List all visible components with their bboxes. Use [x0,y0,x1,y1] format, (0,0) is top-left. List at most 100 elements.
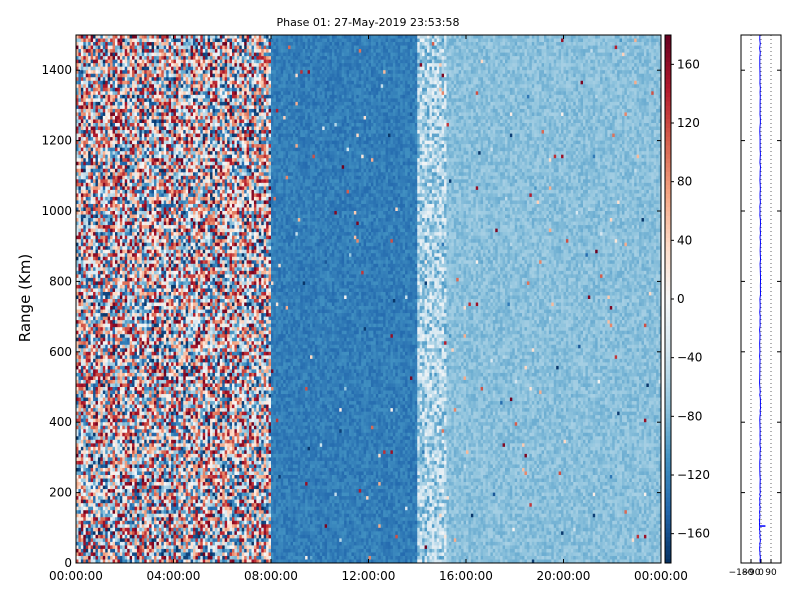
heatmap-cell [132,130,135,134]
heatmap-cell [147,81,150,85]
heatmap-cell [122,56,125,60]
heatmap-cell [142,109,145,113]
heatmap-cell [81,215,84,219]
heatmap-cell [113,436,116,440]
heatmap-cell [83,278,86,282]
heatmap-cell [137,239,140,243]
heatmap-cell [113,134,116,138]
heatmap-cell [103,366,106,370]
heatmap-cell [78,394,81,398]
heatmap-cell [108,345,111,349]
heatmap-cell [93,134,96,138]
heatmap-cell [96,457,99,461]
heatmap-cell [139,183,142,187]
heatmap-cell [103,542,106,546]
heatmap-cell [117,39,120,43]
heatmap-cell [88,257,91,261]
heatmap-cell [93,91,96,95]
heatmap-cell [120,436,123,440]
heatmap-cell [120,549,123,553]
heatmap-cell [83,383,86,387]
heatmap-cell [120,285,123,289]
heatmap-cell [142,503,145,507]
heatmap-cell [103,401,106,405]
heatmap-cell [120,158,123,162]
heatmap-cell [98,510,101,514]
heatmap-cell [139,144,142,148]
heatmap-cell [127,306,130,310]
heatmap-cell [108,67,111,71]
heatmap-cell [96,257,99,261]
heatmap-cell [113,218,116,222]
heatmap-cell [144,162,147,166]
heatmap-cell [78,440,81,444]
heatmap-cell [110,109,113,113]
heatmap-cell [132,250,135,254]
heatmap-cell [142,531,145,535]
heatmap-cell [135,218,138,222]
heatmap-cell [139,98,142,102]
heatmap-cell [78,200,81,204]
heatmap-cell [120,429,123,433]
heatmap-cell [81,137,84,141]
heatmap-cell [103,500,106,504]
heatmap-cell [91,207,94,211]
heatmap-cell [144,112,147,116]
heatmap-cell [130,369,133,373]
heatmap-cell [91,535,94,539]
heatmap-cell [137,250,140,254]
heatmap-cell [88,405,91,409]
heatmap-cell [83,324,86,328]
heatmap-cell [139,295,142,299]
heatmap-cell [122,341,125,345]
heatmap-cell [125,362,128,366]
heatmap-cell [137,549,140,553]
heatmap-cell [98,46,101,50]
heatmap-cell [142,496,145,500]
heatmap-cell [93,98,96,102]
heatmap-cell [130,355,133,359]
heatmap-cell [110,218,113,222]
heatmap-cell [142,119,145,123]
heatmap-cell [100,320,103,324]
heatmap-cell [144,130,147,134]
heatmap-cell [88,112,91,116]
heatmap-cell [122,471,125,475]
heatmap-cell [81,408,84,412]
heatmap-cell [96,408,99,412]
heatmap-cell [93,257,96,261]
heatmap-cell [96,345,99,349]
heatmap-cell [96,429,99,433]
heatmap-cell [135,204,138,208]
heatmap-cell [135,468,138,472]
heatmap-cell [147,127,150,131]
heatmap-cell [88,493,91,497]
heatmap-cell [144,81,147,85]
heatmap-cell [98,165,101,169]
heatmap-cell [144,211,147,215]
heatmap-cell [86,74,89,78]
heatmap-cell [96,222,99,226]
heatmap-cell [137,422,140,426]
heatmap-cell [120,507,123,511]
heatmap-cell [105,352,108,356]
heatmap-cell [110,556,113,560]
heatmap-cell [142,225,145,229]
heatmap-cell [96,148,99,152]
heatmap-cell [96,359,99,363]
heatmap-cell [142,383,145,387]
heatmap-cell [91,419,94,423]
heatmap-cell [132,408,135,412]
heatmap-cell [103,137,106,141]
heatmap-cell [88,355,91,359]
heatmap-cell [115,479,118,483]
heatmap-cell [127,239,130,243]
heatmap-cell [81,162,84,166]
heatmap-cell [125,303,128,307]
heatmap-cell [127,373,130,377]
heatmap-cell [98,317,101,321]
heatmap-cell [88,67,91,71]
heatmap-cell [122,39,125,43]
heatmap-cell [88,376,91,380]
heatmap-cell [78,274,81,278]
